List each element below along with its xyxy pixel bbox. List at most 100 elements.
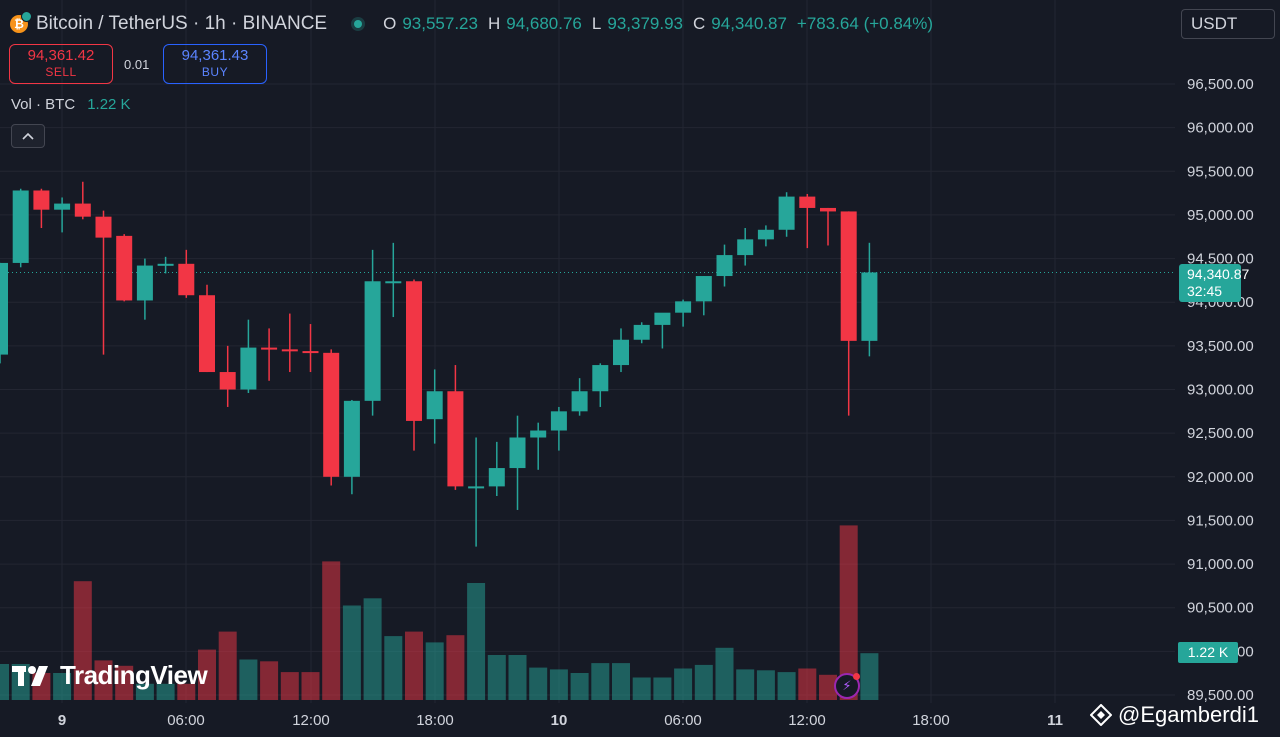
candle: [592, 363, 609, 407]
candle: [530, 422, 547, 470]
time-tick-label: 12:00: [788, 712, 826, 729]
tradingview-logo[interactable]: TradingView: [12, 660, 208, 691]
volume-legend[interactable]: Vol · BTC 1.22 K: [11, 96, 131, 113]
candle-body: [136, 265, 153, 301]
price-tick-label: 93,500.00: [1187, 338, 1254, 355]
volume-bar: [549, 669, 568, 700]
currency-selector[interactable]: USDT: [1181, 9, 1275, 39]
notification-dot: [853, 673, 860, 680]
candle: [840, 211, 857, 416]
volume-bar: [508, 655, 527, 700]
volume-bar: [0, 664, 9, 700]
sell-label: SELL: [45, 65, 77, 79]
volume-bar: [653, 677, 672, 700]
volume-bar: [487, 655, 506, 700]
last-price-value: 94,340.87: [1187, 266, 1250, 282]
volume-bar: [715, 647, 734, 700]
candle-body: [199, 295, 215, 373]
price-axis: 89,500.0090,000.0090,500.0091,000.0091,5…: [1187, 76, 1254, 704]
candle: [33, 188, 50, 229]
candle: [343, 399, 360, 495]
candle-body: [12, 190, 29, 263]
volume-bar: [156, 683, 175, 700]
volume-tag: 1.22 K: [1178, 642, 1238, 663]
volume-bar: [674, 668, 693, 700]
candle-body: [820, 207, 836, 212]
price-tick-label: 96,000.00: [1187, 120, 1254, 137]
volume-bar: [425, 642, 444, 700]
volume-bar: [756, 670, 775, 700]
candle: [654, 312, 671, 349]
candle-body: [426, 391, 443, 420]
volume-bar: [736, 669, 755, 700]
buy-label: BUY: [201, 65, 229, 79]
price-tick-label: 89,500.00: [1187, 687, 1254, 704]
volume-bar: [198, 649, 216, 700]
candlesticks: [0, 181, 878, 547]
volume-bar: [612, 663, 630, 700]
volume-bar: [632, 677, 651, 700]
candle: [302, 324, 319, 373]
volume-bar: [694, 664, 713, 700]
buy-price: 94,361.43: [181, 47, 249, 64]
candle-body: [178, 263, 195, 296]
change-value: +783.64 (+0.84%): [796, 14, 934, 33]
candle-body: [695, 276, 712, 302]
volume-bar: [342, 605, 361, 700]
volume-label: Vol · BTC: [11, 96, 76, 113]
candle: [199, 284, 215, 373]
alert-bolt-button[interactable]: ⚡: [834, 673, 860, 699]
volume-bar: [322, 561, 341, 700]
candle-body: [840, 211, 857, 341]
price-tick-label: 91,500.00: [1187, 512, 1254, 529]
volume-bar: [135, 683, 154, 700]
volume-bar: [280, 672, 299, 700]
volume-bar: [363, 598, 382, 700]
volume-bar: [860, 653, 879, 700]
candle: [426, 369, 443, 444]
candle-body: [240, 347, 257, 390]
candle-body: [157, 263, 174, 266]
candle: [240, 319, 257, 393]
candle-body: [633, 324, 650, 340]
collapse-legend-button[interactable]: [11, 124, 45, 148]
candle-body: [861, 272, 878, 341]
currency-label: USDT: [1191, 14, 1238, 33]
candle-body: [302, 351, 319, 354]
candle-body: [0, 262, 8, 355]
candle-body: [261, 347, 278, 350]
candle-body: [550, 411, 567, 431]
volume-bar: [798, 668, 817, 700]
price-tick-label: 92,500.00: [1187, 425, 1254, 442]
close-value: 94,340.87: [711, 14, 787, 33]
buy-button[interactable]: 94,361.43 BUY: [163, 44, 267, 84]
price-tick-label: 95,500.00: [1187, 163, 1254, 180]
sell-button[interactable]: 94,361.42 SELL: [9, 44, 113, 84]
volume-bar: [839, 525, 858, 700]
candle: [550, 406, 567, 451]
spread-value: 0.01: [124, 57, 150, 72]
candle: [116, 234, 133, 302]
candle-body: [757, 229, 774, 240]
time-tick-label: 11: [1047, 712, 1063, 729]
symbol-header[interactable]: ₿ Bitcoin / TetherUS · 1h · BINANCE O 93,…: [10, 11, 937, 36]
price-tick-label: 94,500.00: [1187, 251, 1254, 268]
candle-body: [219, 372, 236, 390]
candle: [0, 262, 8, 364]
candle-body: [737, 239, 754, 256]
candle-body: [281, 349, 298, 352]
volume-bar: [777, 672, 796, 700]
volume-bar: [384, 636, 403, 700]
candle-body: [33, 190, 50, 210]
candle: [261, 328, 278, 381]
candle-countdown: 32:45: [1187, 283, 1223, 299]
time-axis: 9 06:00 12:00 18:00 10 06:00 12:00 18:00 11: [58, 712, 1063, 729]
candle: [54, 197, 71, 233]
candle-body: [116, 235, 133, 301]
time-tick-label: 9: [58, 712, 66, 729]
candle: [571, 378, 588, 416]
ohlc-legend: O 93,557.23 H 94,680.76 L 93,379.93 C 94,340…: [383, 14, 937, 34]
symbol-title[interactable]: Bitcoin / TetherUS · 1h · BINANCE: [36, 13, 328, 34]
candle: [136, 258, 153, 320]
